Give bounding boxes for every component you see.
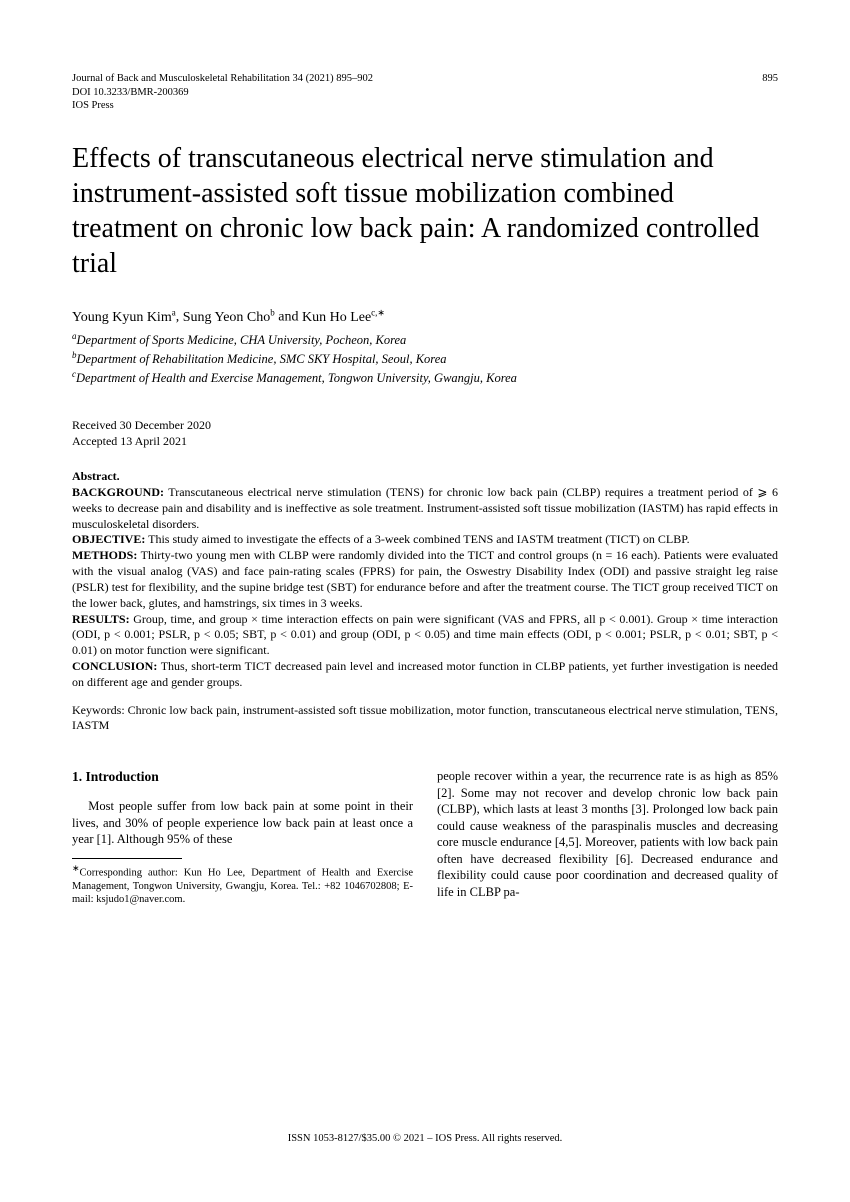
affiliation: aDepartment of Sports Medicine, CHA Univ… [72,330,778,349]
intro-paragraph-right: people recover within a year, the recurr… [437,768,778,900]
abs-text: This study aimed to investigate the effe… [145,532,689,546]
received-date: Received 30 December 2020 [72,417,778,433]
article-dates: Received 30 December 2020 Accepted 13 Ap… [72,417,778,449]
abs-text: Thus, short-term TICT decreased pain lev… [72,659,778,689]
author: Young Kyun Kima [72,310,176,325]
corresponding-author-footnote: ∗Corresponding author: Kun Ho Lee, Depar… [72,863,413,907]
author-name: Sung Yeon Cho [183,310,271,325]
footnote-rule [72,858,182,859]
author-sup: b [270,307,275,317]
abs-label: BACKGROUND: [72,485,164,499]
author-name: Kun Ho Lee [302,310,371,325]
footnote-text: Corresponding author: Kun Ho Lee, Depart… [72,867,413,905]
accepted-date: Accepted 13 April 2021 [72,433,778,449]
article-title: Effects of transcutaneous electrical ner… [72,141,778,281]
affiliation-text: Department of Sports Medicine, CHA Unive… [77,333,407,347]
abstract-heading: Abstract. [72,469,778,485]
body-columns: 1. Introduction Most people suffer from … [72,768,778,907]
abs-text: Transcutaneous electrical nerve stimulat… [72,485,778,531]
header-left: Journal of Back and Musculoskeletal Reha… [72,72,373,113]
section-heading: 1. Introduction [72,768,413,786]
abs-label: RESULTS: [72,612,130,626]
page-footer: ISSN 1053-8127/$35.00 © 2021 – IOS Press… [0,1133,850,1144]
author-name: Young Kyun Kim [72,310,172,325]
affiliations: aDepartment of Sports Medicine, CHA Univ… [72,330,778,387]
abs-label: OBJECTIVE: [72,532,145,546]
abstract-conclusion: CONCLUSION: Thus, short-term TICT decrea… [72,659,778,691]
abstract-results: RESULTS: Group, time, and group × time i… [72,612,778,659]
journal-line: Journal of Back and Musculoskeletal Reha… [72,72,373,86]
column-left-content: 1. Introduction Most people suffer from … [72,768,413,847]
doi-line: DOI 10.3233/BMR-200369 [72,86,373,100]
intro-paragraph-left: Most people suffer from low back pain at… [72,798,413,848]
affiliation-text: Department of Rehabilitation Medicine, S… [77,352,447,366]
author-sup: a [172,307,176,317]
column-left: 1. Introduction Most people suffer from … [72,768,413,907]
author: Sung Yeon Chob [183,310,275,325]
affiliation: bDepartment of Rehabilitation Medicine, … [72,349,778,368]
abs-label: CONCLUSION: [72,659,157,673]
abstract-background: BACKGROUND: Transcutaneous electrical ne… [72,485,778,532]
page-number: 895 [762,72,778,113]
abs-text: Group, time, and group × time interactio… [72,612,778,658]
abs-text: Thirty-two young men with CLBP were rand… [72,548,778,609]
abs-label: METHODS: [72,548,137,562]
running-header: Journal of Back and Musculoskeletal Reha… [72,72,778,113]
abstract: Abstract. BACKGROUND: Transcutaneous ele… [72,469,778,691]
author: Kun Ho Leec,∗ [302,310,385,325]
affiliation: cDepartment of Health and Exercise Manag… [72,368,778,387]
affiliation-text: Department of Health and Exercise Manage… [76,371,517,385]
authors-line: Young Kyun Kima, Sung Yeon Chob and Kun … [72,307,778,326]
abstract-objective: OBJECTIVE: This study aimed to investiga… [72,532,778,548]
column-right: people recover within a year, the recurr… [437,768,778,907]
press-line: IOS Press [72,99,373,113]
keywords: Keywords: Chronic low back pain, instrum… [72,703,778,735]
author-sup: c,∗ [371,307,385,317]
abstract-methods: METHODS: Thirty-two young men with CLBP … [72,548,778,611]
footnote-star: ∗ [72,863,80,873]
